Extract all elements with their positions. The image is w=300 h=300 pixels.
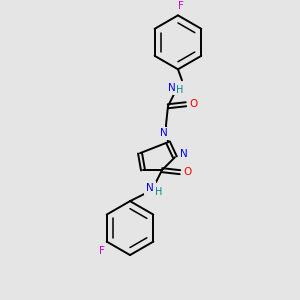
Text: O: O [184,167,192,177]
Text: H: H [155,187,163,197]
Text: N: N [160,128,168,138]
Text: O: O [190,99,198,109]
Text: H: H [176,85,184,95]
Text: N: N [168,83,176,93]
Text: N: N [146,183,154,193]
Text: F: F [178,2,184,11]
Text: F: F [99,246,105,256]
Text: N: N [180,149,188,159]
